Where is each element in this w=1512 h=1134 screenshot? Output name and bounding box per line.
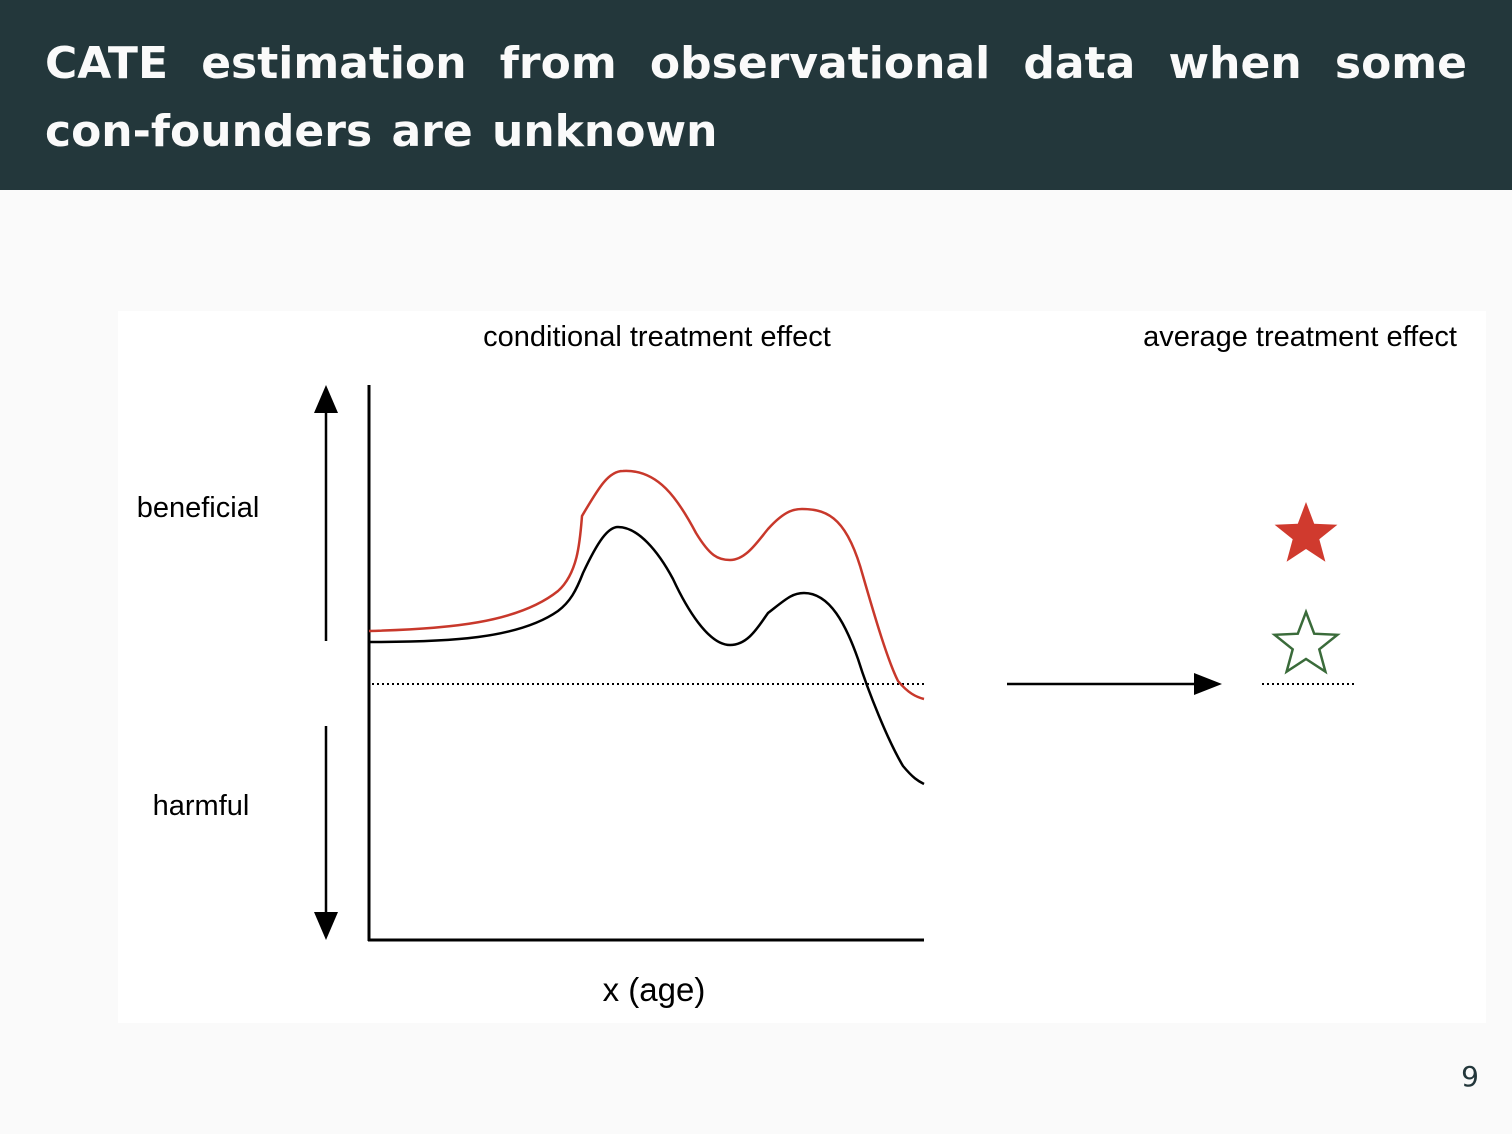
figure-canvas: conditional treatment effect average tre… xyxy=(137,321,1457,1008)
harmful-label: harmful xyxy=(153,790,250,822)
confounded-cate-curve xyxy=(368,469,925,701)
page-number: 9 xyxy=(1461,1060,1479,1093)
star-filled-icon xyxy=(1274,502,1338,562)
left-heading: conditional treatment effect xyxy=(483,321,831,353)
title-bar: CATE estimation from observational data … xyxy=(0,0,1512,190)
figure: conditional treatment effect average tre… xyxy=(118,311,1486,1023)
arrow-right-icon xyxy=(1007,673,1222,695)
right-heading: average treatment effect xyxy=(1143,321,1457,353)
arrow-up-icon xyxy=(314,385,338,641)
arrow-down-icon xyxy=(314,726,338,940)
slide-title: CATE estimation from observational data … xyxy=(45,38,1467,157)
star-outline-icon xyxy=(1271,608,1341,675)
beneficial-label: beneficial xyxy=(137,492,260,524)
true-cate-curve xyxy=(368,525,925,786)
x-axis-label: x (age) xyxy=(603,971,706,1008)
